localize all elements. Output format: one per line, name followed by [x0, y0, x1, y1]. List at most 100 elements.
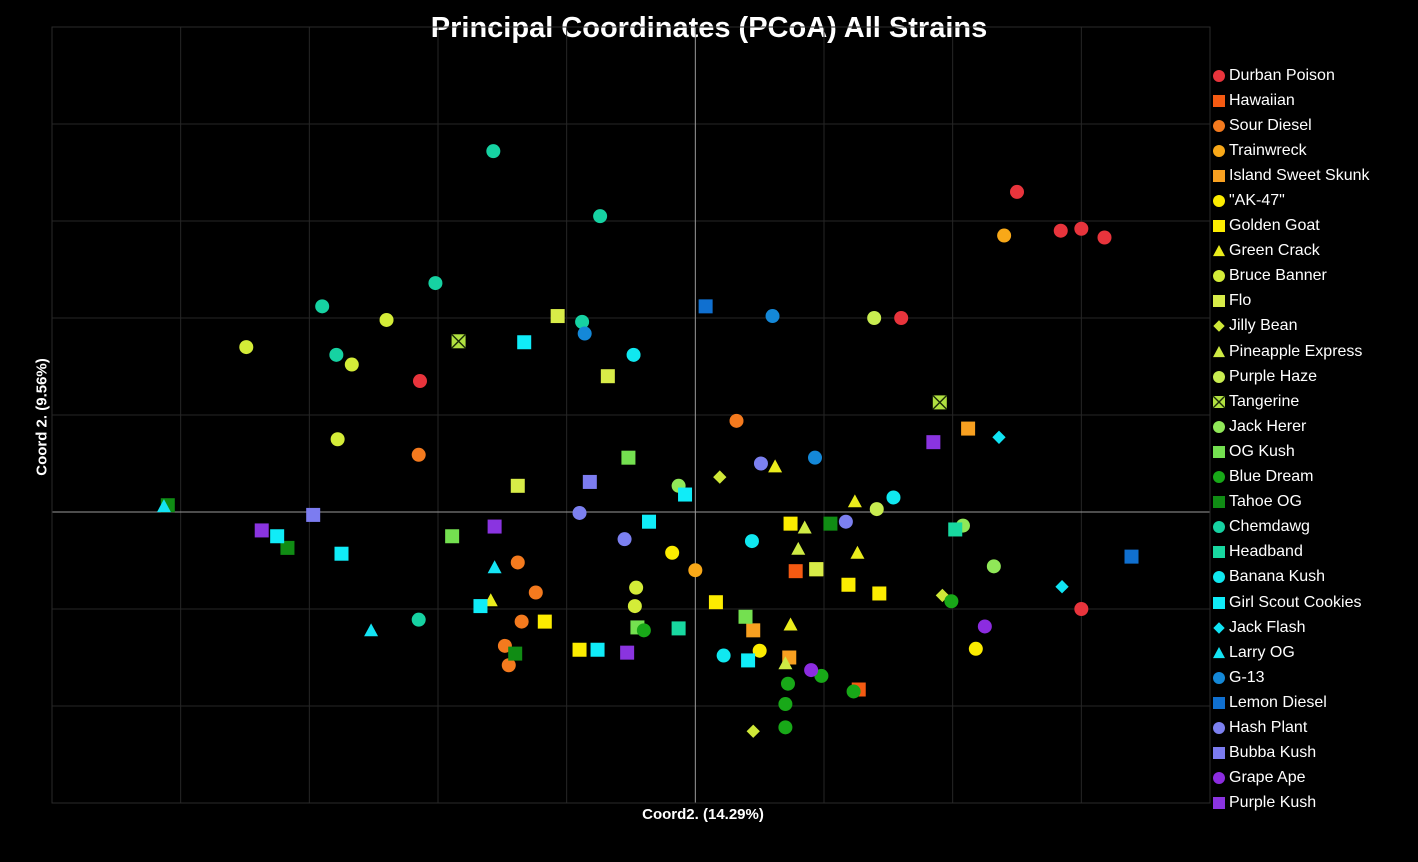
data-point-bubba-kush	[582, 474, 597, 489]
data-point-larry-og	[156, 499, 171, 513]
legend-marker-og-kush	[1213, 445, 1225, 458]
data-point-golden-goat	[708, 595, 723, 610]
chart-title: Principal Coordinates (PCoA) All Strains	[430, 12, 988, 44]
data-point-jilly-bean	[746, 724, 760, 738]
data-point-girl-scout-cookies	[678, 487, 693, 502]
data-point-purple-kush	[926, 435, 941, 450]
data-point-purple-kush	[254, 523, 269, 538]
data-point-girl-scout-cookies	[517, 335, 532, 350]
data-point-g-13	[807, 450, 822, 465]
legend-marker-ak-47	[1213, 195, 1225, 208]
legend-label: Flo	[1229, 292, 1252, 310]
legend-label: Tangerine	[1229, 392, 1300, 410]
data-point-trainwreck	[688, 563, 703, 578]
legend-item-hash-plant: Hash Plant	[1212, 715, 1370, 740]
legend-marker-blue-dream	[1213, 471, 1225, 484]
legend-label: OG Kush	[1229, 442, 1295, 460]
data-point-pineapple-express	[791, 541, 806, 555]
data-point-tahoe-og	[508, 646, 523, 661]
legend-marker-durban-poison	[1213, 69, 1225, 82]
legend-item-lemon-diesel: Lemon Diesel	[1212, 690, 1370, 715]
legend-item-sour-diesel: Sour Diesel	[1212, 113, 1370, 138]
legend-item-grape-ape: Grape Ape	[1212, 766, 1370, 791]
legend-item-chemdawg: Chemdawg	[1212, 515, 1370, 540]
data-point-golden-goat	[572, 642, 587, 657]
data-point-grape-ape	[804, 663, 819, 678]
data-point-sour-diesel	[501, 658, 516, 673]
data-point-jilly-bean	[713, 470, 727, 484]
legend-label: Hash Plant	[1229, 718, 1308, 736]
legend-symbol-island-sweet-skunk	[1213, 169, 1225, 182]
data-point-trainwreck	[997, 228, 1012, 243]
legend-item-island-sweet-skunk: Island Sweet Skunk	[1212, 163, 1370, 188]
legend-label: Jilly Bean	[1229, 317, 1298, 335]
data-point-hash-plant	[617, 532, 632, 547]
legend-item-girl-scout-cookies: Girl Scout Cookies	[1212, 590, 1370, 615]
legend-marker-golden-goat	[1213, 220, 1225, 233]
data-point-blue-dream	[778, 697, 793, 712]
legend-label: Tahoe OG	[1229, 493, 1302, 511]
data-point-durban-poison	[1010, 184, 1024, 199]
data-point-golden-goat	[841, 577, 856, 592]
legend-symbol-sour-diesel	[1213, 119, 1225, 132]
legend-label: Headband	[1229, 543, 1303, 561]
legend-label: "AK-47"	[1229, 192, 1285, 210]
data-point-golden-goat	[537, 614, 552, 629]
data-point-flo	[550, 309, 565, 324]
legend-label: G-13	[1229, 668, 1265, 686]
legend-label: Lemon Diesel	[1229, 693, 1327, 711]
legend-label: Banana Kush	[1229, 568, 1326, 586]
legend-label: Jack Herer	[1229, 417, 1307, 435]
legend-label: Purple Haze	[1229, 367, 1318, 385]
legend-symbol-girl-scout-cookies	[1213, 596, 1225, 609]
legend-marker-banana-kush	[1213, 571, 1225, 584]
data-point-bruce-banner	[239, 340, 254, 355]
data-point-green-crack	[768, 459, 783, 473]
data-point-larry-og	[487, 560, 502, 574]
legend-marker-flo	[1213, 295, 1225, 308]
data-point-hash-plant	[838, 514, 853, 529]
legend-symbol-jilly-bean	[1213, 320, 1225, 333]
legend-marker-jilly-bean	[1213, 320, 1225, 333]
data-point-sour-diesel	[514, 614, 529, 629]
legend-label: Girl Scout Cookies	[1229, 593, 1362, 611]
legend-item-pineapple-express: Pineapple Express	[1212, 339, 1370, 364]
data-point-girl-scout-cookies	[590, 642, 605, 657]
data-point-girl-scout-cookies	[642, 514, 657, 529]
data-point-banana-kush	[744, 534, 759, 549]
legend-marker-lemon-diesel	[1213, 696, 1225, 709]
legend-item-tahoe-og: Tahoe OG	[1212, 490, 1370, 515]
legend-label: Island Sweet Skunk	[1229, 166, 1370, 184]
data-point-chemdawg	[411, 612, 426, 627]
data-point-ak-47	[968, 641, 983, 656]
legend-marker-tahoe-og	[1213, 496, 1225, 509]
legend-item-green-crack: Green Crack	[1212, 239, 1370, 264]
data-point-g-13	[765, 309, 780, 324]
data-point-jack-flash	[992, 430, 1006, 444]
legend-label: Green Crack	[1229, 242, 1320, 260]
legend-marker-sour-diesel	[1213, 119, 1225, 132]
legend-symbol-bubba-kush	[1213, 747, 1225, 760]
legend-item-bruce-banner: Bruce Banner	[1212, 264, 1370, 289]
data-point-bruce-banner	[627, 599, 642, 614]
legend-symbol-durban-poison	[1213, 69, 1225, 82]
legend-item-golden-goat: Golden Goat	[1212, 214, 1370, 239]
legend-marker-purple-kush	[1213, 797, 1225, 810]
legend-symbol-flo	[1213, 295, 1225, 308]
legend-symbol-banana-kush	[1213, 571, 1225, 584]
legend-marker-tangerine	[1212, 395, 1226, 409]
data-point-g-13	[577, 326, 592, 341]
data-point-banana-kush	[886, 490, 901, 505]
data-point-tangerine	[932, 394, 948, 410]
legend-label: Purple Kush	[1229, 794, 1317, 812]
legend-symbol-purple-kush	[1213, 797, 1225, 810]
legend-item-purple-haze: Purple Haze	[1212, 364, 1370, 389]
legend-symbol-ak-47	[1213, 195, 1225, 208]
legend-marker-jack-flash	[1213, 621, 1225, 634]
legend-marker-hawaiian	[1213, 94, 1225, 107]
data-point-durban-poison	[1074, 602, 1089, 616]
data-point-durban-poison	[1074, 221, 1089, 236]
data-point-blue-dream	[780, 676, 795, 691]
legend-symbol-og-kush	[1213, 445, 1225, 458]
data-point-purple-haze	[869, 502, 884, 517]
